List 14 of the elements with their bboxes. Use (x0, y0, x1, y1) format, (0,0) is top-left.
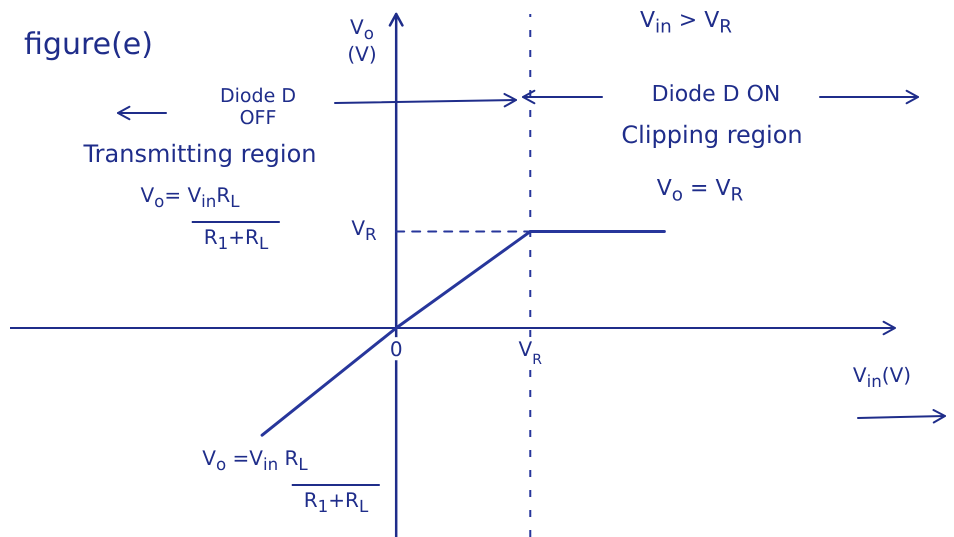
text: Transmitting region (84, 140, 316, 169)
text: Diode D ON (652, 82, 780, 108)
text: V$_{in}$ > V$_{R}$ (640, 8, 732, 38)
text: R$_{1}$+R$_{L}$ (292, 484, 380, 516)
text: V$_{o}$ (V) (346, 15, 378, 66)
annotation: R$_{1}$+R$_{L}$ (192, 221, 280, 254)
annotation: V$_{R}$ (351, 216, 377, 244)
text: V$_{o}$= V$_{in}$R$_{L}$ (140, 183, 240, 212)
text: V$_{o}$ =V$_{in}$ R$_{L}$ (202, 446, 308, 474)
text: Diode D OFF (219, 85, 297, 130)
text: Clipping region (621, 121, 803, 150)
text: V$_{o}$ = V$_{R}$ (656, 176, 744, 206)
chart-title: figure(e) (24, 27, 153, 62)
text: V$_{in}$(V) (852, 363, 912, 392)
